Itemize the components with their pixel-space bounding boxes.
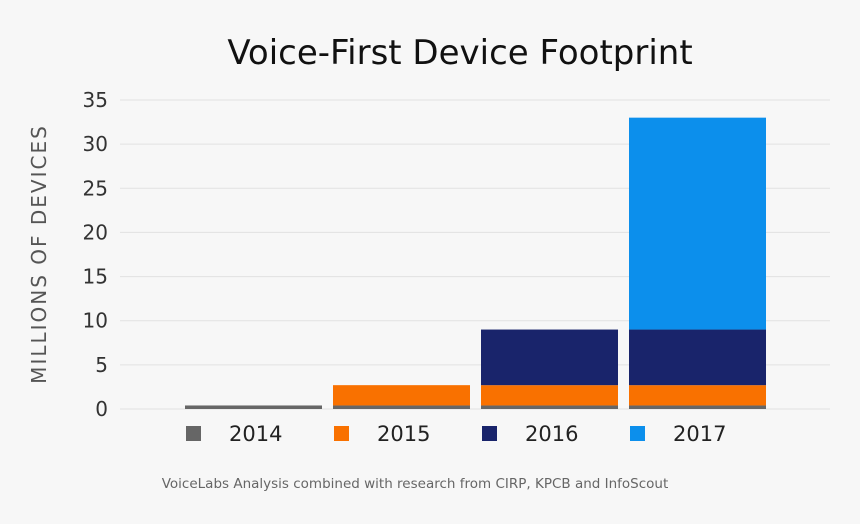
bar-2017-2014 [629, 405, 766, 409]
legend-swatch [482, 426, 497, 441]
bar-2015-2015 [333, 385, 470, 406]
y-tick-label: 30 [83, 132, 108, 156]
bar-2016-2015 [481, 385, 618, 406]
y-tick-label: 35 [83, 88, 108, 112]
legend-swatch [334, 426, 349, 441]
legend-label: 2014 [229, 422, 282, 446]
bar-2016-2016 [481, 329, 618, 386]
chart-title: Voice-First Device Footprint [227, 33, 692, 73]
y-tick-label: 20 [83, 220, 108, 244]
legend-label: 2016 [525, 422, 578, 446]
source-note: VoiceLabs Analysis combined with researc… [162, 476, 669, 492]
bar-2015-2014 [333, 405, 470, 409]
bar-2016-2014 [481, 405, 618, 409]
bar-2017-2016 [629, 329, 766, 386]
y-tick-label: 15 [83, 265, 108, 289]
y-tick-label: 10 [83, 309, 108, 333]
legend-label: 2015 [377, 422, 430, 446]
bar-2014-2014 [185, 405, 322, 409]
y-tick-label: 0 [95, 397, 108, 421]
bar-2017-2017 [629, 117, 766, 330]
y-tick-label: 25 [83, 176, 108, 200]
y-tick-label: 5 [95, 353, 108, 377]
y-axis-label: MILLIONS OF DEVICES [27, 124, 51, 384]
legend-swatch [630, 426, 645, 441]
bar-2017-2015 [629, 385, 766, 406]
legend-swatch [186, 426, 201, 441]
legend-label: 2017 [673, 422, 726, 446]
